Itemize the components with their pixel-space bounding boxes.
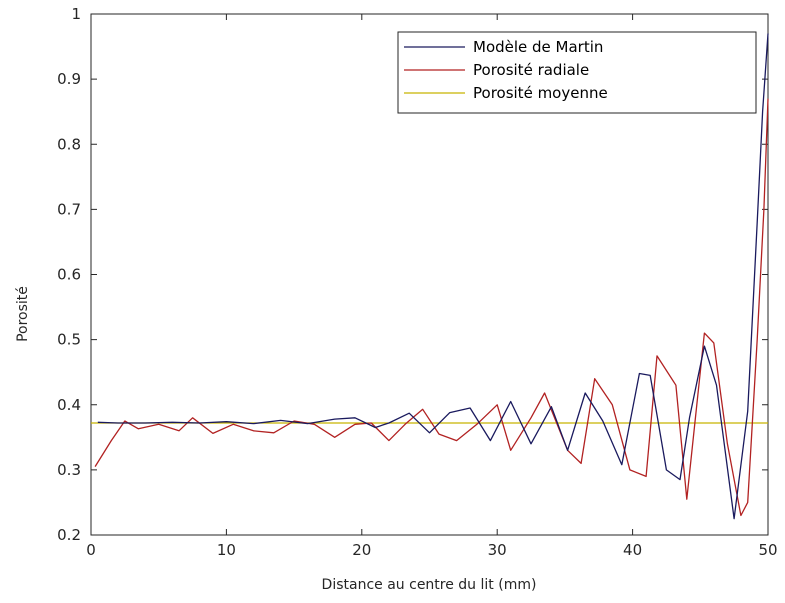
legend-box	[397, 31, 757, 114]
x-tick-label: 0	[86, 541, 96, 559]
x-tick-label: 30	[488, 541, 507, 559]
y-tick-label: 0.2	[57, 526, 81, 544]
x-tick-label: 50	[758, 541, 777, 559]
y-tick-label: 0.9	[57, 70, 81, 88]
legend-label-0: Modèle de Martin	[473, 38, 603, 56]
x-axis-label: Distance au centre du lit (mm)	[322, 577, 537, 593]
y-tick-label: 0.7	[57, 200, 81, 218]
series-lines	[91, 33, 769, 520]
y-axis-label: Porosité	[15, 286, 31, 342]
y-tick-label: 1	[71, 5, 81, 23]
legend-label-1: Porosité radiale	[473, 61, 589, 79]
x-tick-label: 10	[217, 541, 236, 559]
y-tick-label: 0.6	[57, 266, 81, 284]
series-line-1	[94, 98, 769, 517]
y-tick-label: 0.5	[57, 331, 81, 349]
y-tick-label: 0.8	[57, 135, 81, 153]
x-tick-label: 40	[623, 541, 642, 559]
series-line-0	[97, 33, 769, 520]
axis-ticks: 0 10 20 30 40 50 0.2 0.3 0.4 0.5 0.6 0.7 0.8 0.9 1	[57, 5, 777, 559]
y-tick-label: 0.3	[57, 461, 81, 479]
x-tick-label: 20	[352, 541, 371, 559]
y-tick-label: 0.4	[57, 396, 81, 414]
legend-label-2: Porosité moyenne	[473, 84, 608, 102]
legend: Modèle de Martin Porosité radiale Porosité…	[397, 31, 757, 114]
